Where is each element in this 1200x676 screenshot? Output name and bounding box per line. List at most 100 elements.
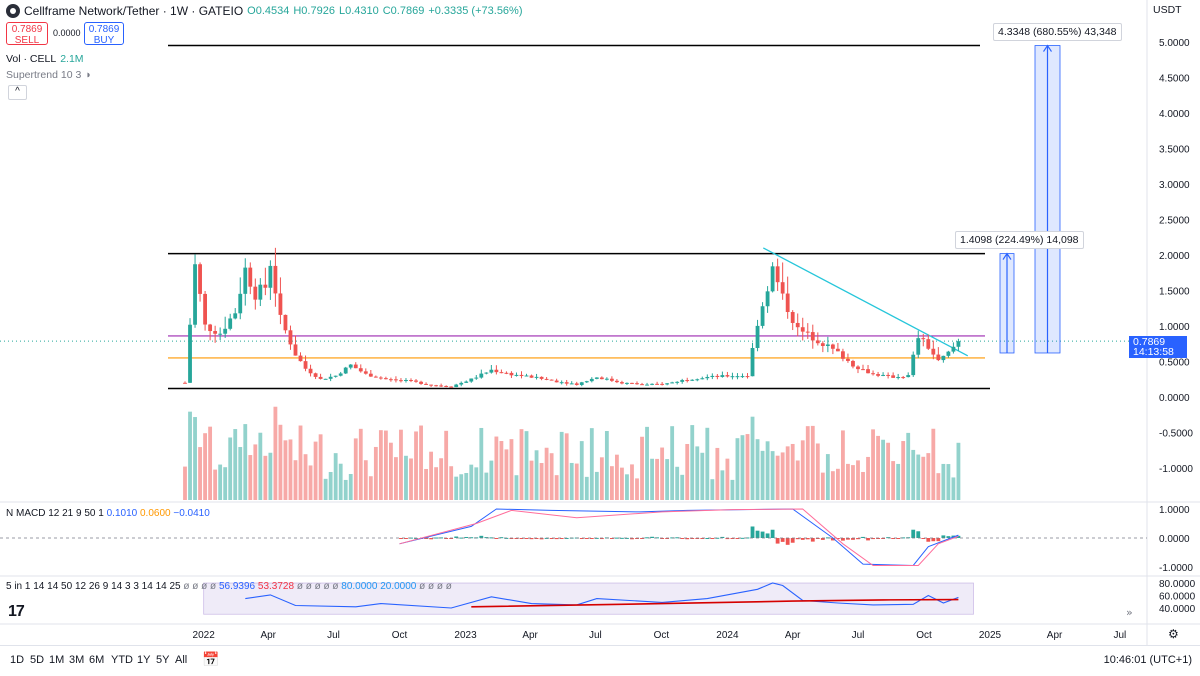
volume-bar [574,463,579,500]
candle [911,354,916,376]
volume-bar [419,425,423,500]
macd-histogram-bar [564,537,569,539]
volume-bar [906,432,911,500]
buy-button[interactable]: 0.7869 BUY [84,22,124,46]
rsi-nulls-2: ø ø ø ø ø [296,581,339,592]
candle [685,380,690,382]
candle [705,376,710,379]
candle [268,265,273,288]
rsi-legend[interactable]: 5 in 1 14 14 50 12 26 9 14 3 3 14 14 25 … [6,581,452,592]
candle [399,380,403,382]
volume-bar [268,452,273,500]
supertrend-legend[interactable]: Supertrend 10 3 ◑ [6,69,91,81]
volume-bar [258,432,263,500]
macd-histogram-bar [911,529,916,538]
tf-1d[interactable]: 1D [10,654,25,666]
price-axis-label: 2.5000 [1159,216,1190,227]
candle [615,380,619,383]
tf-6m[interactable]: 6M [89,654,105,666]
scroll-right-icon[interactable]: » [1126,606,1133,619]
clock[interactable]: 10:46:01 (UTC+1) [1103,654,1192,666]
candle [926,339,931,349]
price-axis-label: 3.5000 [1159,145,1190,156]
volume-label: Vol · CELL [6,53,57,65]
tf-all[interactable]: All [175,654,188,666]
volume-bar [404,455,408,500]
tradingview-logo[interactable]: 17 [8,603,25,620]
volume-bar [931,428,936,500]
symbol-title[interactable]: Cellframe Network/Tether · 1W · GATEIO [24,4,244,18]
sell-label: SELL [14,35,40,46]
macd-histogram-bar [640,538,644,539]
rsi-label: 5 in 1 14 14 50 12 26 9 14 3 3 14 14 25 [6,581,181,592]
volume-bar [916,454,921,500]
volume-bar [765,441,770,500]
volume-bar [263,455,268,500]
volume-bar [815,443,820,500]
volume-bar [705,427,710,500]
volume-bar [414,431,418,500]
volume-bar [549,453,554,500]
candle [931,348,936,355]
volume-bar [755,439,760,500]
tf-1m[interactable]: 1M [49,654,65,666]
volume-bar [399,429,403,500]
candle [529,375,534,378]
volume-bar [830,471,835,500]
volume-bar [293,460,298,500]
eye-hidden-icon[interactable]: ◑ [84,69,91,81]
price-axis-label: 3.0000 [1159,180,1190,191]
macd-histogram-bar [539,538,544,540]
candle [293,344,298,356]
settings-gear-icon[interactable]: ⚙ [1168,627,1179,641]
macd-histogram-bar [609,538,614,539]
sell-button[interactable]: 0.7869 SELL [6,22,48,46]
macd-legend[interactable]: N MACD 12 21 9 50 1 0.1010 0.0600 −0.041… [6,508,210,519]
volume-bar [243,424,248,500]
candle [800,327,805,332]
candle [795,322,800,328]
date-range-icon[interactable]: 📅 [202,651,220,667]
time-axis-label: 2022 [193,630,216,641]
volume-bar [389,442,393,500]
volume-legend[interactable]: Vol · CELL 2.1M [6,53,84,65]
tf-5y[interactable]: 5Y [156,654,170,666]
volume-bar [429,451,434,500]
candle [238,293,243,314]
tf-5d[interactable]: 5D [30,654,45,666]
collapse-legend-button[interactable]: ^ [8,85,27,100]
candle [609,378,614,381]
tf-1y[interactable]: 1Y [137,654,151,666]
candle [886,374,891,376]
low-value: L0.4310 [338,5,379,17]
time-axis-label: Oct [654,630,670,641]
currency-label[interactable]: USDT [1153,4,1182,16]
macd-histogram-bar [800,538,805,540]
tf-3m[interactable]: 3M [69,654,85,666]
candle [660,383,665,385]
volume-bar [499,441,504,500]
candle [640,384,644,386]
candle [479,373,484,378]
volume-bar [459,474,464,500]
macd-histogram-bar [841,538,845,541]
volume-bar [313,441,318,500]
timeframe-bar: 1D 5D 1M 3M 6M YTD 1Y 5Y All 📅 10:46:01 … [0,645,1200,676]
tf-ytd[interactable]: YTD [111,654,133,666]
time-axis-label: Apr [785,630,801,641]
volume-bar [775,455,780,500]
volume-bar [645,426,649,500]
volume-bar [248,455,253,500]
volume-bar [650,458,654,500]
candle [333,375,338,377]
volume-bar [233,429,238,500]
candle [871,373,875,375]
buy-price: 0.7869 [88,24,120,35]
candle [459,382,464,385]
volume-layer [183,406,961,500]
rsi-axis-label: 80.0000 [1159,579,1196,590]
candle [921,338,926,340]
macd-histogram-bar [680,538,685,539]
volume-bar [484,472,489,500]
